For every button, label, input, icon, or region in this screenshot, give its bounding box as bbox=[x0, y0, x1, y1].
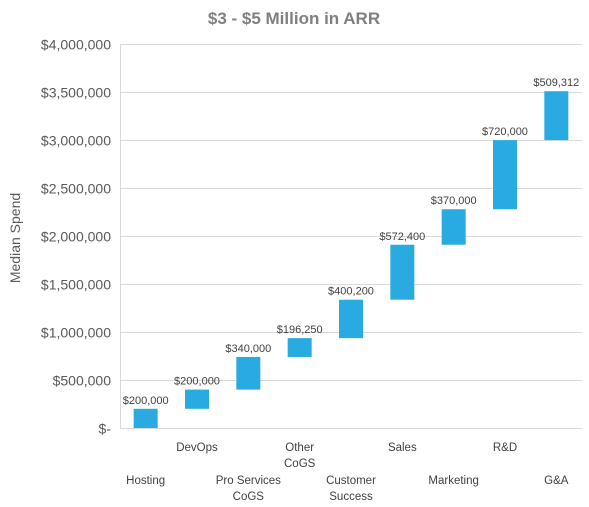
waterfall-bar bbox=[390, 244, 415, 300]
y-tick-label: $1,500,000 bbox=[41, 277, 111, 293]
x-tick-label: Sales bbox=[388, 442, 417, 454]
x-tick-label: R&D bbox=[493, 442, 517, 454]
y-tick-label: $500,000 bbox=[53, 373, 112, 389]
waterfall-bar bbox=[544, 91, 569, 141]
y-tick-label: $2,000,000 bbox=[41, 229, 111, 245]
waterfall-bar bbox=[493, 140, 517, 210]
y-tick-label: $4,000,000 bbox=[41, 37, 111, 53]
gridlines bbox=[120, 44, 582, 429]
data-labels: $200,000 $200,000 $340,000 $196,250 $400,200… bbox=[123, 77, 580, 407]
x-tick-label: Marketing bbox=[428, 475, 479, 487]
data-label: $400,200 bbox=[328, 286, 374, 298]
x-tick-label: Customer bbox=[326, 475, 376, 487]
data-label: $370,000 bbox=[431, 195, 477, 207]
x-tick-label: DevOps bbox=[176, 442, 218, 454]
data-label: $196,250 bbox=[277, 324, 323, 336]
chart-title: $3 - $5 Million in ARR bbox=[208, 9, 380, 28]
x-tick-label: Hosting bbox=[126, 475, 165, 487]
x-tick-label: CoGS bbox=[233, 491, 265, 503]
data-label: $572,400 bbox=[379, 231, 425, 243]
waterfall-bar bbox=[339, 299, 363, 339]
x-tick-label: Success bbox=[329, 491, 373, 503]
y-axis-label: Median Spend bbox=[7, 193, 23, 283]
waterfall-bar bbox=[133, 408, 158, 428]
data-label: $720,000 bbox=[482, 126, 528, 138]
data-label: $200,000 bbox=[123, 395, 169, 407]
x-tick-label: G&A bbox=[544, 475, 569, 487]
waterfall-bar bbox=[236, 356, 261, 390]
y-tick-label: $3,000,000 bbox=[41, 133, 111, 149]
waterfall-bar bbox=[441, 209, 466, 245]
x-tick-label: Pro Services bbox=[216, 475, 281, 487]
y-tick-label: $1,000,000 bbox=[41, 325, 111, 341]
y-tick-label: $3,500,000 bbox=[41, 85, 111, 101]
data-label: $200,000 bbox=[174, 376, 220, 388]
x-tick-label: Other bbox=[285, 442, 314, 454]
data-label: $340,000 bbox=[225, 343, 271, 355]
x-tick-label: CoGS bbox=[284, 458, 316, 470]
y-tick-label: $2,500,000 bbox=[41, 181, 111, 197]
y-tick-label: $- bbox=[99, 421, 112, 437]
y-axis-ticks: $- $500,000 $1,000,000 $1,500,000 $2,000,000… bbox=[41, 37, 111, 437]
data-label: $509,312 bbox=[533, 77, 579, 89]
waterfall-bar bbox=[185, 389, 209, 409]
waterfall-bar bbox=[287, 338, 312, 357]
bars bbox=[133, 91, 569, 428]
